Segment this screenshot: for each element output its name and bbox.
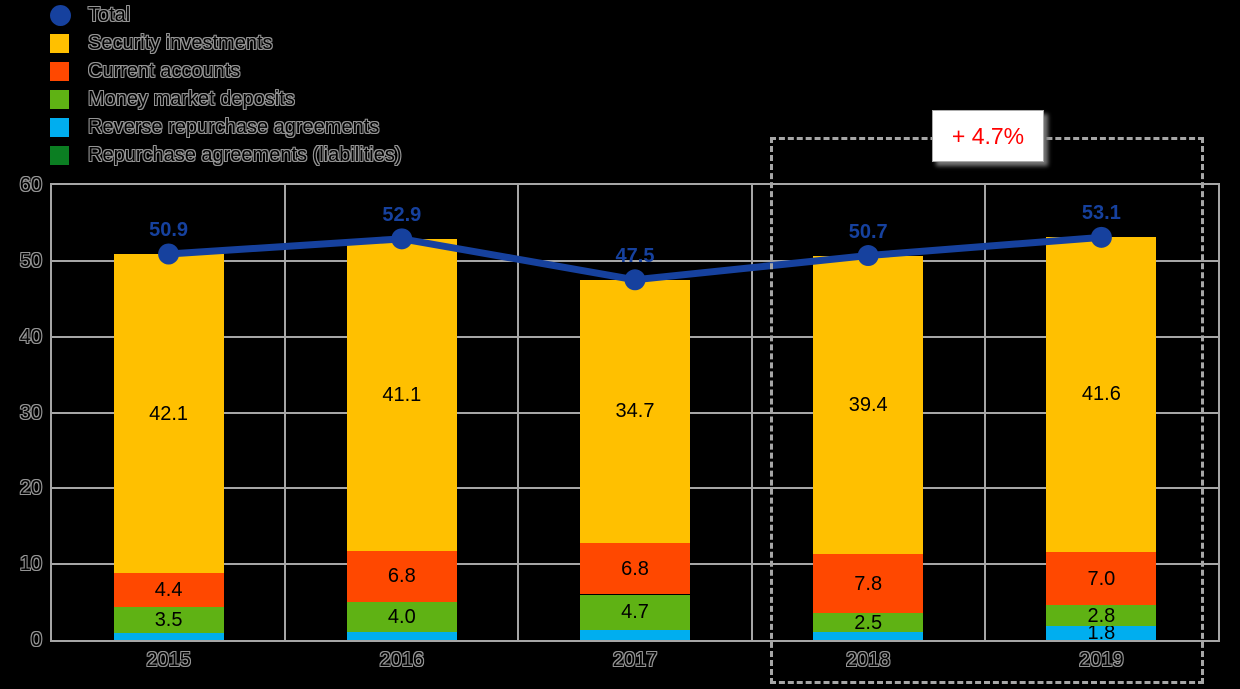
- repurchase-agreements-liabilities-swatch-icon: [50, 145, 71, 165]
- gridline-x-4: [983, 185, 986, 640]
- bar-value-label-money-market-deposits-2017: 4.7: [621, 601, 649, 624]
- bar-segment-current-accounts-2015: [113, 573, 224, 607]
- bar-value-label-money-market-deposits-2016: 4.0: [387, 606, 416, 629]
- total-point-2019: [1090, 226, 1112, 248]
- bar-segment-money-market-deposits-2018: [813, 613, 924, 633]
- legend-label-repurchase-agreements-liabilities: Repurchase agreements (liabilities): [88, 143, 402, 166]
- total-point-2018: [857, 245, 879, 267]
- gridline-x-1: [284, 185, 287, 640]
- bar-segment-money-market-deposits-2019: [1046, 605, 1157, 627]
- legend-label-security-investments: Security investments: [88, 31, 273, 54]
- bar-value-label-security-investments-2016: 41.1: [382, 383, 422, 406]
- bar-segment-reverse-repurchase-agreements-2018: [813, 632, 924, 640]
- legend-item-security-investments: Security investments: [50, 29, 401, 57]
- y-tick-label-50: 50: [19, 249, 42, 272]
- x-tick-label-2018: 2018: [845, 649, 891, 671]
- legend-item-money-market-deposits: Money market deposits: [50, 85, 401, 113]
- total-value-label-2019: 53.1: [1081, 202, 1121, 225]
- total-value-label-2016: 52.9: [382, 203, 422, 226]
- y-tick-label-0: 0: [30, 629, 42, 651]
- bar-segment-money-market-deposits-2015: [113, 606, 224, 634]
- x-tick-label-2016: 2016: [379, 649, 425, 671]
- bar-segment-security-investments-2016: [346, 238, 457, 551]
- bar-segment-current-accounts-2016: [346, 550, 457, 603]
- legend-label-total: Total: [88, 3, 131, 26]
- bar-value-label-current-accounts-2017: 6.8: [621, 557, 649, 580]
- bar-value-label-security-investments-2019: 41.6: [1081, 383, 1121, 406]
- legend-label-reverse-repurchase-agreements: Reverse repurchase agreements: [88, 115, 380, 138]
- legend-item-repurchase-agreements-liabilities: Repurchase agreements (liabilities): [50, 141, 401, 169]
- bar-value-label-security-investments-2017: 34.7: [615, 400, 655, 423]
- bar-value-label-current-accounts-2018: 7.8: [854, 572, 883, 595]
- bar-segment-security-investments-2018: [813, 255, 924, 555]
- gridline-x-2: [517, 185, 520, 640]
- legend-label-current-accounts: Current accounts: [88, 59, 241, 82]
- money-market-deposits-swatch-icon: [50, 89, 71, 109]
- bar-value-label-current-accounts-2019: 7.0: [1087, 567, 1116, 590]
- bar-value-label-security-investments-2018: 39.4: [848, 393, 888, 416]
- total-value-label-2018: 50.7: [848, 220, 888, 243]
- reverse-repurchase-agreements-swatch-icon: [50, 117, 71, 137]
- growth-annotation-box: + 4.7%: [932, 110, 1044, 162]
- y-tick-label-20: 20: [19, 477, 42, 500]
- total-point-2015: [158, 243, 180, 265]
- x-tick-label-2017: 2017: [612, 649, 658, 671]
- legend-item-total: Total: [50, 1, 401, 29]
- total-value-label-2017: 47.5: [615, 244, 655, 267]
- gridline-y-50: [52, 259, 1218, 262]
- bar-segment-security-investments-2019: [1046, 236, 1157, 553]
- bar-segment-current-accounts-2018: [813, 554, 924, 614]
- x-tick-label-2015: 2015: [146, 649, 191, 671]
- growth-annotation-label: + 4.7%: [951, 122, 1025, 149]
- bar-segment-security-investments-2017: [580, 279, 690, 543]
- gridline-x-3: [750, 185, 753, 640]
- plot-area: 3.5 4.4 42.1 4.0 6.8 41.1 4.7 6.8 34.7 2.5 7.8 39.4…: [50, 183, 1220, 645]
- bar-segment-current-accounts-2017: [580, 542, 690, 595]
- total-point-2017: [624, 269, 646, 291]
- bar-segment-reverse-repurchase-agreements-2019: [1046, 626, 1157, 640]
- security-investments-swatch-icon: [50, 33, 71, 53]
- y-tick-label-60: 60: [19, 174, 42, 196]
- bar-segment-reverse-repurchase-agreements-2017: [580, 630, 690, 640]
- y-tick-label-40: 40: [19, 325, 42, 348]
- bar-segment-reverse-repurchase-agreements-2015: [113, 633, 224, 640]
- current-accounts-swatch-icon: [50, 61, 71, 81]
- bar-segment-reverse-repurchase-agreements-2016: [346, 632, 457, 640]
- y-tick-label-10: 10: [19, 553, 42, 576]
- total-point-2016: [391, 228, 413, 250]
- highlight-dashed-box: [770, 137, 1204, 684]
- total-line-marker-icon: [50, 4, 71, 26]
- legend: Total Security investments Current accou…: [50, 1, 401, 169]
- bar-value-label-money-market-deposits-2019: 2.8: [1087, 604, 1116, 627]
- bar-segment-current-accounts-2019: [1046, 552, 1157, 606]
- bar-segment-money-market-deposits-2016: [346, 602, 457, 633]
- legend-item-reverse-repurchase-agreements: Reverse repurchase agreements: [50, 113, 401, 141]
- y-tick-label-30: 30: [19, 401, 42, 424]
- bar-value-label-reverse-repurchase-agreements-2019: 1.8: [1087, 622, 1116, 645]
- bar-value-label-current-accounts-2015: 4.4: [154, 578, 183, 601]
- x-tick-label-2019: 2019: [1079, 649, 1124, 671]
- bar-value-label-security-investments-2015: 42.1: [149, 402, 189, 425]
- legend-label-money-market-deposits: Money market deposits: [88, 87, 295, 110]
- bar-value-label-money-market-deposits-2015: 3.5: [154, 608, 183, 631]
- bar-segment-security-investments-2015: [113, 254, 224, 574]
- total-line: [158, 226, 1112, 291]
- bar-value-label-current-accounts-2016: 6.8: [387, 565, 416, 588]
- total-value-label-2015: 50.9: [149, 219, 189, 241]
- bar-segment-money-market-deposits-2017: [580, 594, 690, 631]
- bar-value-label-money-market-deposits-2018: 2.5: [854, 611, 883, 634]
- legend-item-current-accounts: Current accounts: [50, 57, 401, 85]
